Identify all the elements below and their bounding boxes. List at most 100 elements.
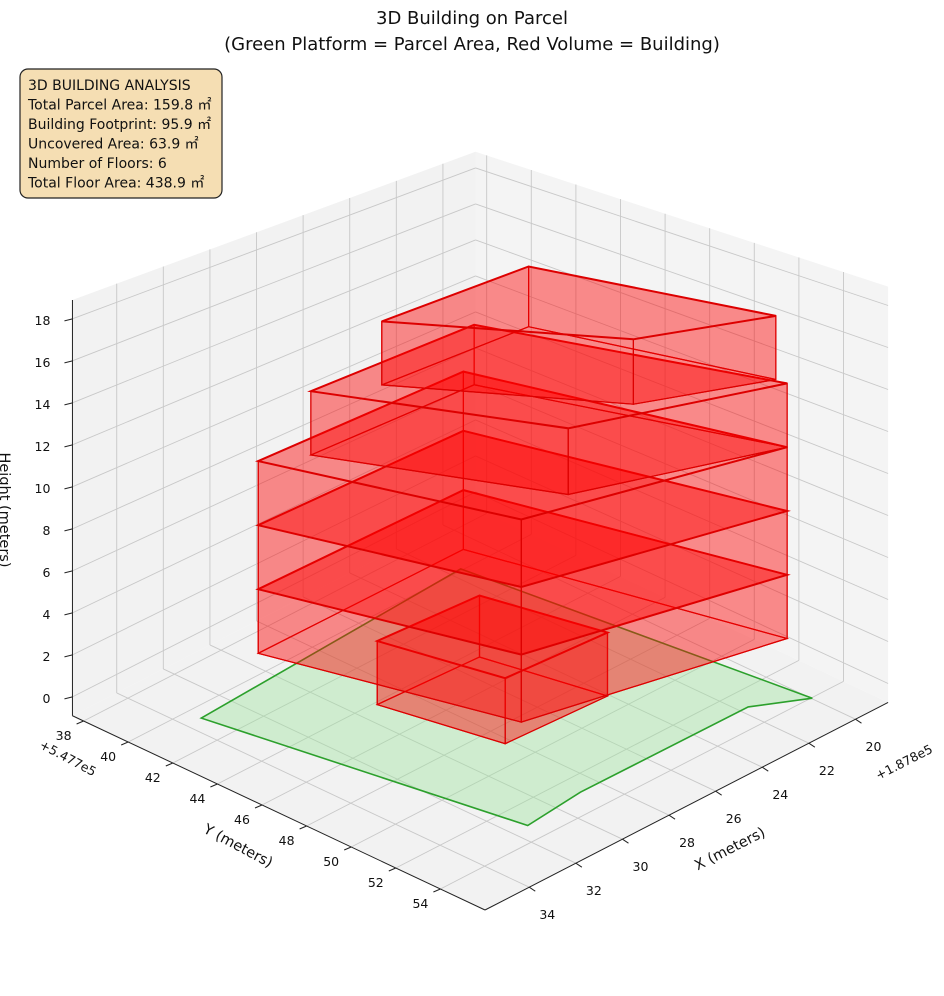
x-tick-label: 34 xyxy=(539,907,555,922)
annotation-box: 3D BUILDING ANALYSIS Total Parcel Area: … xyxy=(19,68,223,199)
y-axis-label: Y (meters) xyxy=(200,821,275,871)
z-tick-label: 16 xyxy=(35,355,51,370)
z-gridline xyxy=(475,347,889,516)
y-tick-label: 50 xyxy=(323,854,339,869)
x-tick-label: 26 xyxy=(726,811,742,826)
parcel-polygon xyxy=(199,568,813,827)
z-gridline xyxy=(72,275,476,446)
z-gridline xyxy=(72,167,476,320)
z-tick-label: 0 xyxy=(42,691,50,706)
y-tick-label: 54 xyxy=(412,896,428,911)
z-gridline xyxy=(72,347,476,530)
x-tick-mark xyxy=(528,886,536,892)
annotation-line: 3D BUILDING ANALYSIS xyxy=(28,78,191,94)
z-tick-label: 12 xyxy=(35,439,51,454)
y-tick-mark xyxy=(165,762,173,767)
x-tick-mark xyxy=(668,814,676,820)
y-tick-mark xyxy=(121,741,129,746)
z-axis-label: Height (meters) xyxy=(0,452,12,567)
floor-4 xyxy=(254,370,790,588)
z-gridline xyxy=(72,239,476,404)
x-tick-mark xyxy=(855,718,862,724)
floor-3 xyxy=(255,429,791,656)
x-tick-label: 24 xyxy=(772,787,788,802)
x-gridline xyxy=(163,668,577,864)
z-gridline xyxy=(475,491,889,684)
x-tick-mark xyxy=(761,766,769,772)
z-gridline xyxy=(72,455,476,656)
tick-labels: 2022242628303234384042444648505254024681… xyxy=(35,313,882,922)
z-tick-mark xyxy=(64,402,73,406)
y-gridline xyxy=(172,554,577,764)
x-tick-mark xyxy=(622,838,629,844)
floor-5 xyxy=(307,323,788,496)
y-tick-label: 40 xyxy=(100,749,116,764)
axis-lines xyxy=(71,299,889,911)
x-tick-mark xyxy=(575,862,583,868)
y-tick-label: 38 xyxy=(56,728,72,743)
y-gridline xyxy=(127,533,532,743)
y-gridline xyxy=(306,617,710,827)
x-tick-label: 32 xyxy=(586,883,602,898)
annotation-line: Total Floor Area: 438.9 ㎡ xyxy=(27,176,204,192)
z-tick-label: 10 xyxy=(35,481,51,496)
y-tick-label: 52 xyxy=(368,875,384,890)
z-tick-mark xyxy=(64,444,73,448)
building-volume xyxy=(254,265,791,745)
z-tick-label: 14 xyxy=(35,397,51,412)
z-gridline xyxy=(475,239,889,390)
z-tick-mark xyxy=(64,654,73,658)
z-gridline xyxy=(475,167,889,306)
y-axis-line xyxy=(72,715,486,911)
y-tick-label: 46 xyxy=(234,812,250,827)
x-axis-label: X (meters) xyxy=(692,825,768,874)
x-tick-mark xyxy=(715,790,722,796)
z-tick-label: 6 xyxy=(42,565,50,580)
x-tick-mark xyxy=(808,742,816,748)
y-gridline xyxy=(350,638,755,848)
floor-6 xyxy=(381,265,777,405)
x-offset-text: +1.878e5 xyxy=(873,741,935,782)
y-tick-label: 42 xyxy=(145,770,161,785)
z-tick-label: 2 xyxy=(42,649,50,664)
chart-title: 3D Building on Parcel xyxy=(376,8,568,29)
floor-1 xyxy=(374,594,611,745)
floor-top-face xyxy=(374,594,611,680)
y-gridline xyxy=(440,680,844,890)
y-tick-mark xyxy=(388,867,396,872)
annotation-background xyxy=(19,68,223,199)
z-tick-mark xyxy=(64,696,73,700)
z-gridline xyxy=(475,383,889,558)
y-gridline xyxy=(217,575,621,785)
z-tick-mark xyxy=(64,528,73,532)
x-gridline xyxy=(116,692,530,888)
annotation-line: Uncovered Area: 63.9 ㎡ xyxy=(28,137,199,153)
x-tick-label: 28 xyxy=(679,835,695,850)
z-gridline xyxy=(72,419,476,614)
z-tick-mark xyxy=(64,318,73,322)
y-tick-mark xyxy=(344,846,352,851)
y-tick-mark xyxy=(210,783,218,788)
x-tick-label: 22 xyxy=(819,763,835,778)
y-offset-text: +5.477e5 xyxy=(37,737,99,779)
floor-pane xyxy=(72,508,889,910)
z-gridline xyxy=(72,383,476,572)
z-gridline xyxy=(475,275,889,432)
z-tick-label: 4 xyxy=(42,607,50,622)
y-gridline xyxy=(83,512,487,722)
x-gridline xyxy=(209,644,623,840)
floor-top-face xyxy=(307,323,788,430)
x-tick-label: 30 xyxy=(633,859,649,874)
y-tick-mark xyxy=(254,804,263,809)
z-tick-mark xyxy=(64,486,73,490)
z-tick-mark xyxy=(64,360,73,364)
y-tick-label: 44 xyxy=(189,791,205,806)
x-tick-label: 20 xyxy=(866,739,882,754)
parcel-platform xyxy=(199,568,813,827)
left-wall-pane xyxy=(72,151,476,716)
y-tick-label: 48 xyxy=(279,833,295,848)
z-gridline xyxy=(72,311,476,488)
floor-top-face xyxy=(381,265,777,341)
z-tick-mark xyxy=(64,570,73,574)
